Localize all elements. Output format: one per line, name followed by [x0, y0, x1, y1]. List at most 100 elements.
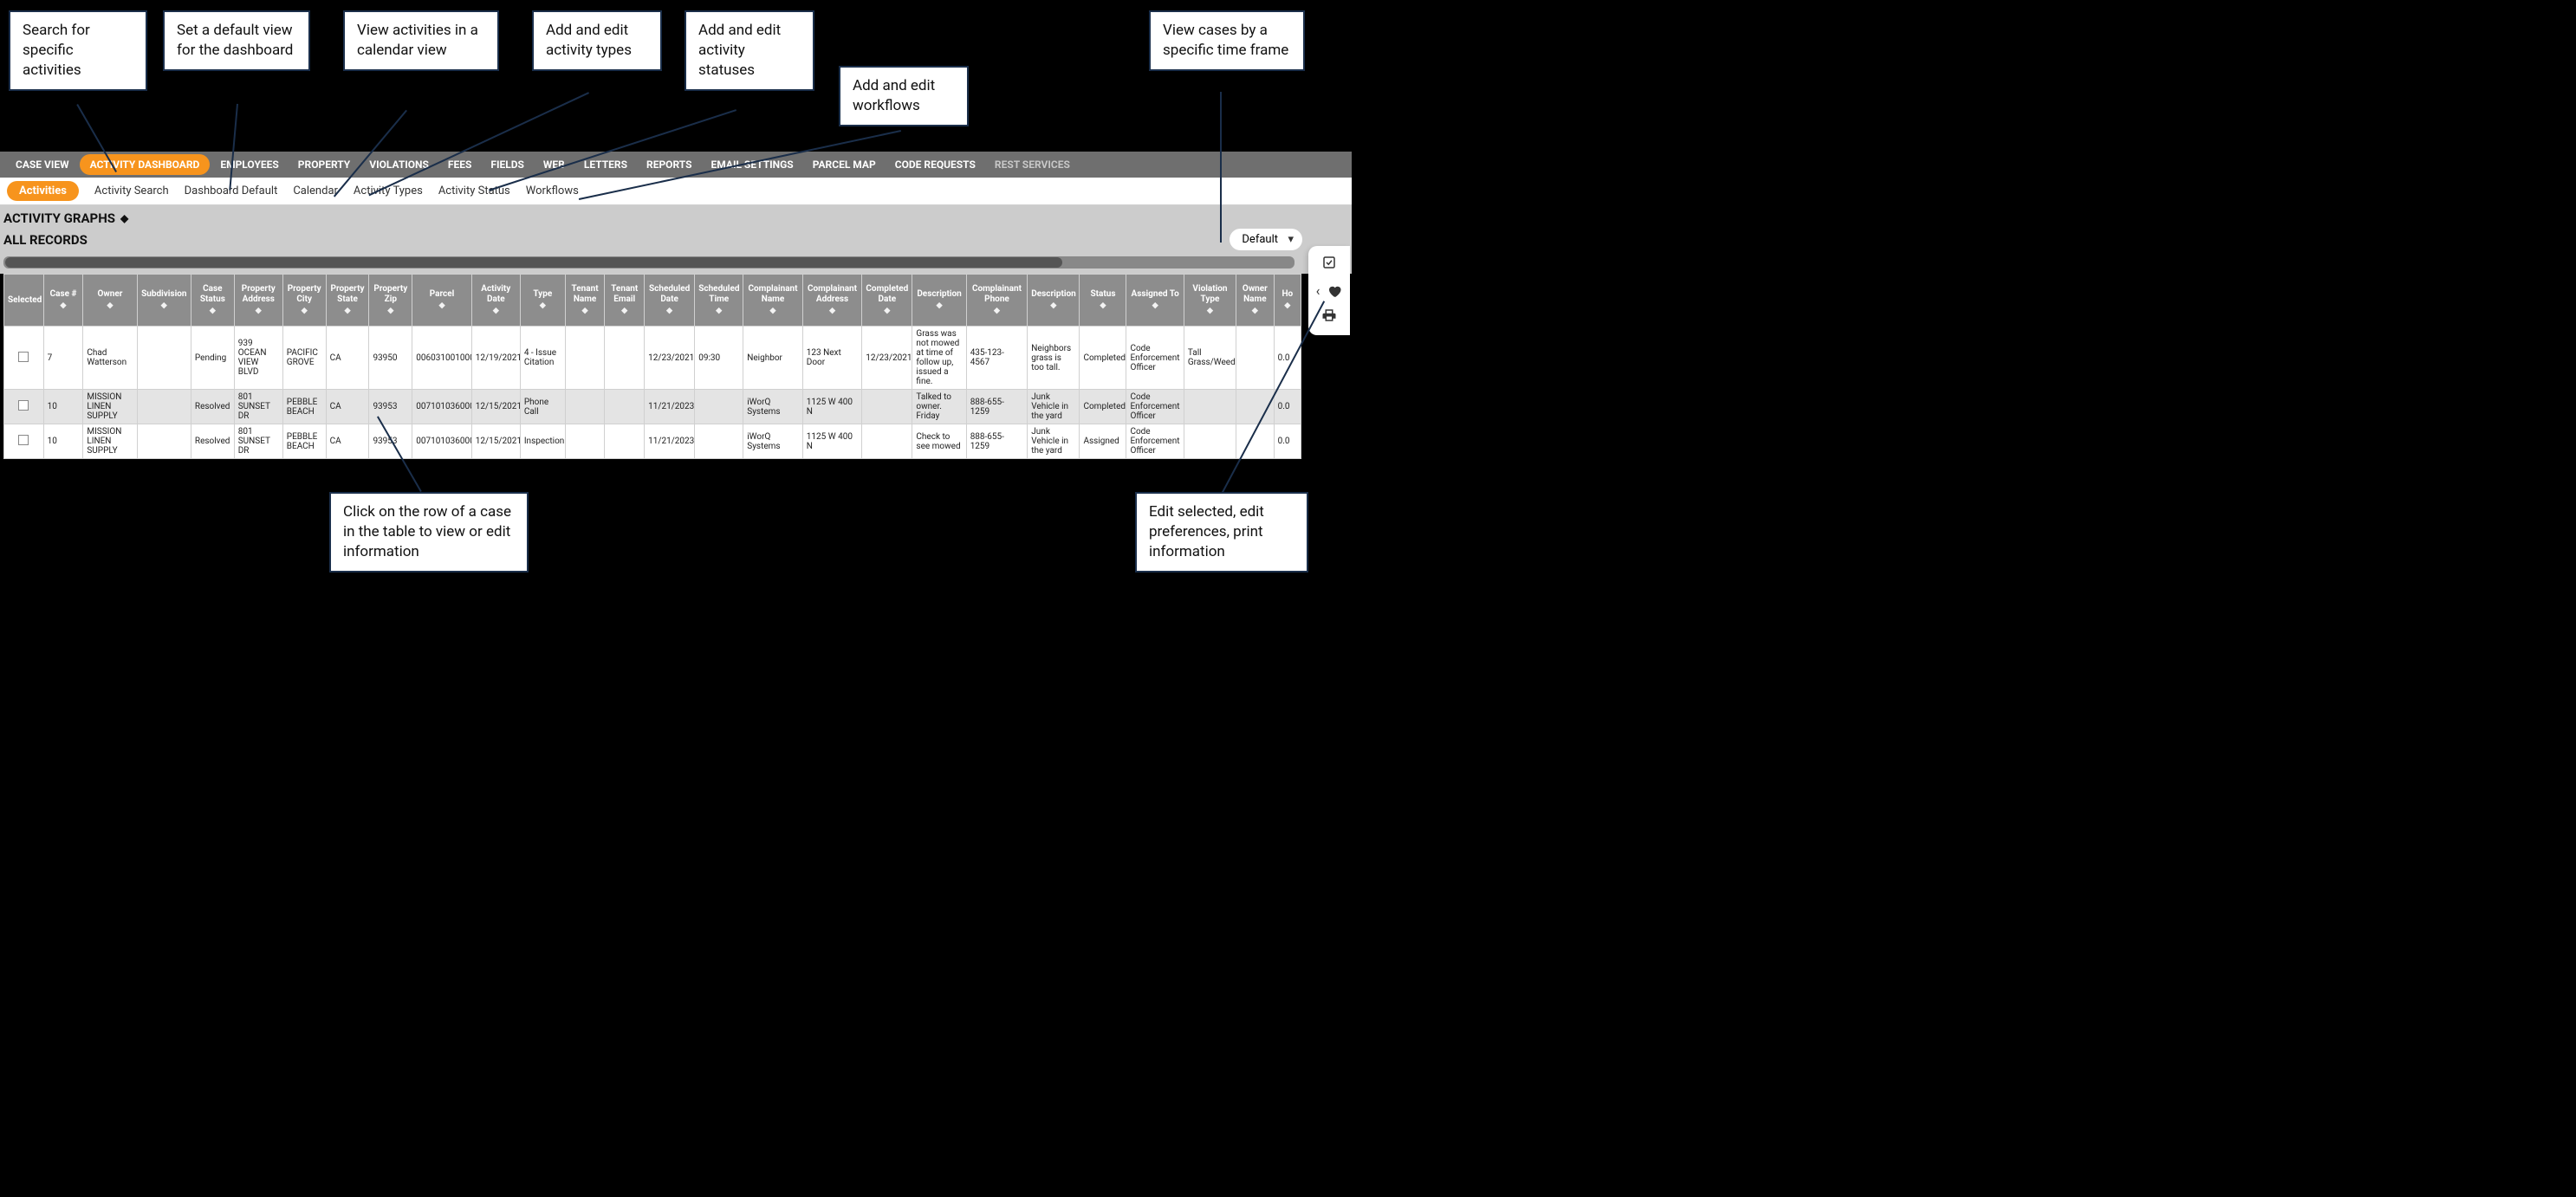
- nav-rest-services[interactable]: REST SERVICES: [986, 153, 1079, 176]
- col-header[interactable]: Parcel◆: [412, 275, 472, 327]
- col-header[interactable]: Activity Date◆: [471, 275, 520, 327]
- table-header-row: SelectedCase #◆Owner◆Subdivision◆Case St…: [4, 275, 1301, 327]
- table-cell: 801 SUNSET DR: [234, 424, 282, 459]
- row-checkbox[interactable]: [18, 435, 29, 445]
- sub-nav: Activities Activity Search Dashboard Def…: [0, 178, 1352, 205]
- table-cell: [862, 424, 912, 459]
- col-header[interactable]: Violation Type◆: [1184, 275, 1236, 327]
- col-header[interactable]: Owner Name◆: [1236, 275, 1275, 327]
- col-header[interactable]: Description◆: [1028, 275, 1080, 327]
- callout-side-icons: Edit selected, edit preferences, print i…: [1135, 492, 1308, 573]
- subnav-activity-search[interactable]: Activity Search: [94, 184, 169, 197]
- col-header[interactable]: Scheduled Date◆: [645, 275, 695, 327]
- section-title[interactable]: ACTIVITY GRAPHS ◆: [3, 209, 1346, 228]
- hscroll-track[interactable]: [3, 256, 1294, 269]
- table-cell: 435-123-4567: [966, 327, 1028, 390]
- table-cell: Talked to owner. Friday: [912, 390, 966, 424]
- table-cell: MISSION LINEN SUPPLY: [83, 424, 137, 459]
- col-header[interactable]: Tenant Email◆: [605, 275, 645, 327]
- col-header[interactable]: Subdivision◆: [137, 275, 191, 327]
- col-header[interactable]: Complainant Phone◆: [966, 275, 1028, 327]
- table-cell: Chad Watterson: [83, 327, 137, 390]
- annotated-screenshot: Search for specific activities Set a def…: [0, 0, 1352, 641]
- col-header[interactable]: Scheduled Time◆: [695, 275, 743, 327]
- table-cell: [605, 390, 645, 424]
- print-icon[interactable]: [1321, 307, 1337, 327]
- callout-row-edit: Click on the row of a case in the table …: [329, 492, 529, 573]
- row-checkbox[interactable]: [18, 352, 29, 362]
- table-cell: [4, 327, 44, 390]
- table-cell: 007101036000: [412, 390, 472, 424]
- nav-code-requests[interactable]: CODE REQUESTS: [886, 153, 984, 176]
- hscroll-thumb[interactable]: [5, 257, 1062, 268]
- nav-property[interactable]: PROPERTY: [289, 153, 359, 176]
- col-header[interactable]: Property Address◆: [234, 275, 282, 327]
- table-cell: 0.0: [1274, 327, 1301, 390]
- nav-email-settings[interactable]: EMAIL SETTINGS: [703, 153, 802, 176]
- table-cell: 12/23/2021: [862, 327, 912, 390]
- nav-employees[interactable]: EMPLOYEES: [211, 153, 287, 176]
- side-toolbar: ‹: [1308, 246, 1350, 335]
- callout-dashboard-default: Set a default view for the dashboard: [163, 10, 310, 71]
- callout-calendar: View activities in a calendar view: [343, 10, 499, 71]
- hscroll-container: [0, 256, 1352, 274]
- nav-reports[interactable]: REPORTS: [638, 153, 701, 176]
- table-cell: [1184, 424, 1236, 459]
- nav-parcel-map[interactable]: PARCEL MAP: [804, 153, 885, 176]
- table-cell: [565, 327, 605, 390]
- timeframe-select[interactable]: Default: [1229, 228, 1303, 251]
- col-header[interactable]: Ho◆: [1274, 275, 1301, 327]
- table-cell: CA: [326, 424, 369, 459]
- nav-violations[interactable]: VIOLATIONS: [360, 153, 438, 176]
- table-cell: [4, 390, 44, 424]
- table-cell: [695, 390, 743, 424]
- row-checkbox[interactable]: [18, 400, 29, 411]
- callout-activity-types: Add and edit activity types: [532, 10, 662, 71]
- table-cell: [605, 424, 645, 459]
- table-cell: Phone Call: [520, 390, 565, 424]
- col-header[interactable]: Owner◆: [83, 275, 137, 327]
- table-cell: [137, 390, 191, 424]
- subnav-workflows[interactable]: Workflows: [526, 184, 579, 197]
- col-header[interactable]: Type◆: [520, 275, 565, 327]
- callout-workflows: Add and edit workflows: [839, 66, 969, 126]
- col-header[interactable]: Complainant Address◆: [802, 275, 862, 327]
- edit-selected-icon[interactable]: [1321, 255, 1337, 274]
- table-cell: 888-655-1259: [966, 390, 1028, 424]
- col-header[interactable]: Description◆: [912, 275, 966, 327]
- col-header[interactable]: Completed Date◆: [862, 275, 912, 327]
- section-subtitle: ALL RECORDS: [3, 230, 88, 253]
- nav-letters[interactable]: LETTERS: [575, 153, 636, 176]
- col-header[interactable]: Assigned To◆: [1126, 275, 1184, 327]
- table-cell: 939 OCEAN VIEW BLVD: [234, 327, 282, 390]
- col-header[interactable]: Property State◆: [326, 275, 369, 327]
- nav-fields[interactable]: FIELDS: [482, 153, 533, 176]
- table-cell: 12/23/2021: [645, 327, 695, 390]
- table-cell: Resolved: [191, 424, 234, 459]
- table-cell: 10: [43, 424, 83, 459]
- chevron-left-icon[interactable]: ‹: [1316, 282, 1320, 299]
- col-header[interactable]: Case #◆: [43, 275, 83, 327]
- col-header[interactable]: Status◆: [1080, 275, 1126, 327]
- col-header[interactable]: Tenant Name◆: [565, 275, 605, 327]
- nav-case-view[interactable]: CASE VIEW: [7, 153, 78, 176]
- records-table: SelectedCase #◆Owner◆Subdivision◆Case St…: [3, 274, 1301, 459]
- subnav-calendar[interactable]: Calendar: [293, 184, 338, 197]
- nav-fees[interactable]: FEES: [439, 153, 480, 176]
- nav-activity-dashboard[interactable]: ACTIVITY DASHBOARD: [80, 154, 211, 175]
- col-header[interactable]: Complainant Name◆: [743, 275, 803, 327]
- table-cell: Completed: [1080, 327, 1126, 390]
- col-header[interactable]: Case Status◆: [191, 275, 234, 327]
- table-row[interactable]: 10MISSION LINEN SUPPLYResolved801 SUNSET…: [4, 390, 1301, 424]
- table-cell: MISSION LINEN SUPPLY: [83, 390, 137, 424]
- table-cell: [565, 424, 605, 459]
- table-row[interactable]: 7Chad WattersonPending939 OCEAN VIEW BLV…: [4, 327, 1301, 390]
- heart-icon[interactable]: [1327, 283, 1342, 299]
- col-header[interactable]: Property Zip◆: [369, 275, 412, 327]
- col-header[interactable]: Property City◆: [282, 275, 326, 327]
- subnav-activities[interactable]: Activities: [7, 181, 79, 201]
- table-cell: iWorQ Systems: [743, 390, 803, 424]
- table-cell: [565, 390, 605, 424]
- table-row[interactable]: 10MISSION LINEN SUPPLY Resolved801 SUNSET…: [4, 424, 1301, 459]
- col-header[interactable]: Selected: [4, 275, 44, 327]
